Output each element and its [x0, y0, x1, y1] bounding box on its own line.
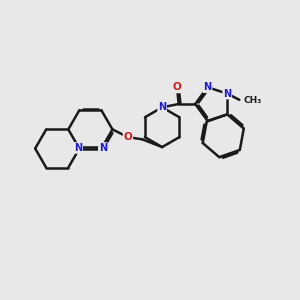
Text: N: N	[158, 102, 166, 112]
Text: CH₃: CH₃	[244, 96, 262, 105]
Text: N: N	[99, 143, 107, 153]
Text: N: N	[223, 88, 231, 99]
Text: N: N	[203, 82, 211, 92]
Text: O: O	[124, 132, 132, 142]
Text: O: O	[172, 82, 181, 92]
Text: N: N	[74, 143, 82, 153]
